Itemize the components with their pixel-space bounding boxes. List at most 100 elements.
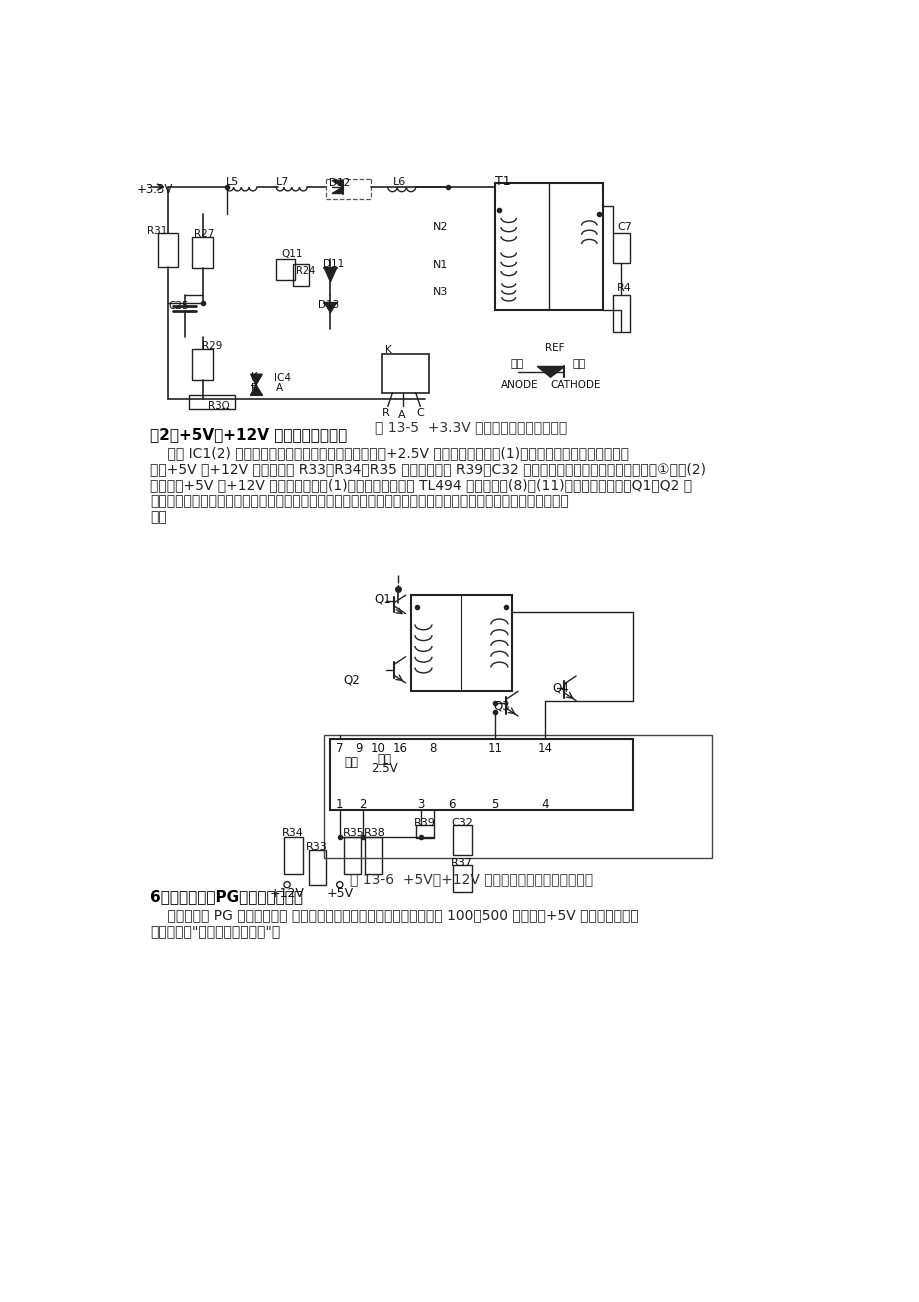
Text: R3Ω: R3Ω <box>208 401 230 411</box>
Text: C25: C25 <box>168 301 188 311</box>
Text: C32: C32 <box>451 818 472 828</box>
Text: 输出+5V 和+12V 经取样电阻 R33、R34、R35 的分压。图中 R39、C32 组成误差放大器负反馈电路。此后将①脚与(2): 输出+5V 和+12V 经取样电阻 R33、R34、R35 的分压。图中 R39… <box>150 462 705 477</box>
Bar <box>309 850 325 884</box>
Text: 11: 11 <box>487 742 502 755</box>
Text: R: R <box>250 383 257 393</box>
Text: K: K <box>250 372 257 381</box>
Text: 2.5V: 2.5V <box>371 762 398 775</box>
Bar <box>411 595 511 691</box>
Bar <box>157 233 177 267</box>
Text: IC4: IC4 <box>274 374 290 383</box>
Text: L5: L5 <box>225 177 239 187</box>
Text: 14: 14 <box>537 742 552 755</box>
Polygon shape <box>250 374 262 385</box>
Bar <box>192 349 212 380</box>
Bar <box>192 237 212 268</box>
Bar <box>612 294 629 332</box>
Text: N2: N2 <box>432 221 448 232</box>
Polygon shape <box>537 366 564 378</box>
Text: +3.3V: +3.3V <box>137 184 173 197</box>
Bar <box>284 837 302 874</box>
Text: T1: T1 <box>494 176 510 189</box>
Text: R39: R39 <box>414 818 436 828</box>
Bar <box>415 825 434 837</box>
Text: 图 13-6  +5V、+12V 自动稳压控制单元电路原理图: 图 13-6 +5V、+12V 自动稳压控制单元电路原理图 <box>349 872 593 887</box>
Bar <box>188 395 235 409</box>
Text: R4: R4 <box>617 284 631 293</box>
Text: Q4: Q4 <box>552 681 569 694</box>
Text: 2: 2 <box>358 798 367 811</box>
Text: R24: R24 <box>295 267 314 276</box>
Bar <box>276 259 294 280</box>
Text: 基准: 基准 <box>378 753 391 766</box>
Bar <box>330 740 632 810</box>
Text: 16: 16 <box>392 742 407 755</box>
Text: N1: N1 <box>433 260 448 271</box>
Text: 4: 4 <box>540 798 549 811</box>
Text: Q1: Q1 <box>374 592 391 605</box>
Text: D12: D12 <box>329 178 350 187</box>
Text: 9: 9 <box>355 742 362 755</box>
Text: L7: L7 <box>276 177 289 187</box>
Text: REF: REF <box>545 344 564 353</box>
Text: 3: 3 <box>417 798 425 811</box>
Text: R34: R34 <box>282 828 304 838</box>
Text: 一般电脑对 PG 信号的要求是 在各组直流稳压电源输出稳定后，再延迟 100～500 毫秒产生+5V 高电平，作为电: 一般电脑对 PG 信号的要求是 在各组直流稳压电源输出稳定后，再延迟 100～5… <box>150 907 638 922</box>
Polygon shape <box>323 302 336 312</box>
Bar <box>612 233 629 263</box>
Text: R: R <box>382 408 390 418</box>
Text: L6: L6 <box>392 177 405 187</box>
Polygon shape <box>323 268 336 281</box>
Text: R37: R37 <box>451 858 472 867</box>
Text: R29: R29 <box>201 341 221 352</box>
Bar <box>494 184 603 310</box>
Text: 通时间缩短，将导致直流输出电压降低，达到稳定输出电压的目的。当输出端电压降低时，电路稳压过程与上述相: 通时间缩短，将导致直流输出电压降低，达到稳定输出电压的目的。当输出端电压降低时，… <box>150 495 568 508</box>
Text: 10: 10 <box>370 742 385 755</box>
Text: 6、自检启动（PG）信号产生电路: 6、自检启动（PG）信号产生电路 <box>150 889 302 905</box>
Bar <box>452 825 471 854</box>
Text: C7: C7 <box>617 221 631 232</box>
Text: R33: R33 <box>305 842 327 853</box>
Text: 6: 6 <box>448 798 456 811</box>
Bar <box>452 866 471 892</box>
Text: K: K <box>384 345 391 355</box>
Text: （2）+5V、+12V 自动稳压控制电路: （2）+5V、+12V 自动稳压控制电路 <box>150 427 346 443</box>
Text: D13: D13 <box>318 301 339 310</box>
Text: 由于 IC1(2) 脚（内部采样放大器反相端）已固定接入+2.5V 参考电压，同相端(1)脚所需的取样电压来自对电源: 由于 IC1(2) 脚（内部采样放大器反相端）已固定接入+2.5V 参考电压，同… <box>150 445 629 460</box>
Bar <box>382 354 428 393</box>
Text: Q2: Q2 <box>344 673 360 686</box>
Text: 8: 8 <box>428 742 436 755</box>
Text: 脚比较，+5V 或+12V 电压升高，使得(1)脚电压升高，根据 TL494 工作原理，(8)、(11)脚输出脉宽变窄，Q1、Q2 导: 脚比较，+5V 或+12V 电压升高，使得(1)脚电压升高，根据 TL494 工… <box>150 478 691 492</box>
Bar <box>365 837 382 874</box>
Text: 脑控制器的"自检启动控制信号"。: 脑控制器的"自检启动控制信号"。 <box>150 924 279 937</box>
Text: +5V: +5V <box>326 887 353 900</box>
Text: A: A <box>276 383 283 393</box>
Text: N3: N3 <box>433 288 448 297</box>
Text: 取样: 取样 <box>344 756 358 769</box>
Text: 5: 5 <box>491 798 498 811</box>
Text: 阴极: 阴极 <box>572 359 584 368</box>
Text: R35: R35 <box>343 828 364 838</box>
Text: 图 13-5  +3.3V 自动稳压单元电路原理图: 图 13-5 +3.3V 自动稳压单元电路原理图 <box>375 421 567 435</box>
Text: A: A <box>397 410 405 421</box>
Bar <box>390 596 405 612</box>
Text: R31: R31 <box>147 225 167 236</box>
Polygon shape <box>332 187 343 194</box>
Text: 反。: 反。 <box>150 510 166 525</box>
Polygon shape <box>332 181 343 187</box>
Text: ANODE: ANODE <box>501 380 538 389</box>
Text: 7: 7 <box>335 742 343 755</box>
Text: 阳极: 阳极 <box>510 359 523 368</box>
Bar <box>293 264 309 285</box>
Text: 1: 1 <box>335 798 343 811</box>
Text: Q3: Q3 <box>493 699 509 712</box>
Text: +12V: +12V <box>269 887 304 900</box>
Text: R27: R27 <box>194 229 214 240</box>
Text: CATHODE: CATHODE <box>550 380 600 389</box>
Text: C: C <box>416 408 424 418</box>
Bar <box>323 736 711 858</box>
Polygon shape <box>250 385 262 395</box>
Text: R38: R38 <box>363 828 385 838</box>
Text: Q11: Q11 <box>281 249 302 259</box>
Text: D11: D11 <box>323 259 344 268</box>
